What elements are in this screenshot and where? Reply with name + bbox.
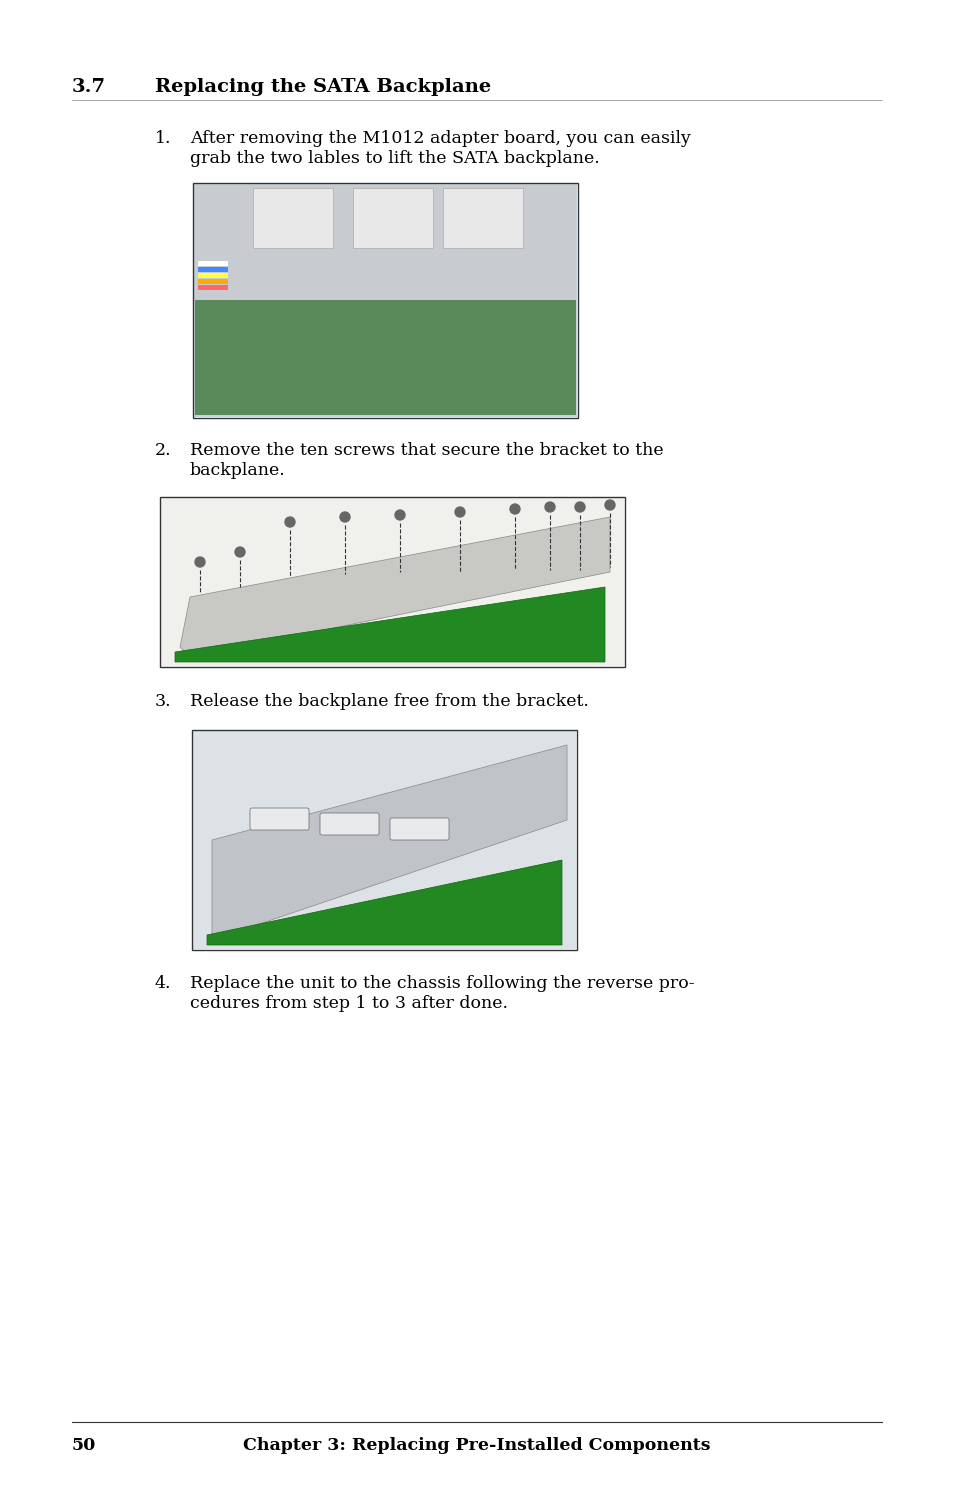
Circle shape [194, 557, 205, 568]
Polygon shape [180, 517, 609, 657]
Text: 2.: 2. [154, 442, 172, 459]
Circle shape [544, 502, 555, 512]
Bar [193, 182, 578, 418]
Circle shape [510, 503, 519, 514]
Circle shape [339, 512, 350, 521]
Text: grab the two lables to lift the SATA backplane.: grab the two lables to lift the SATA bac… [190, 149, 599, 167]
FancyBboxPatch shape [250, 808, 309, 831]
Bar [160, 498, 624, 666]
Bar [194, 185, 576, 300]
Bar [198, 273, 228, 278]
Text: cedures from step 1 to 3 after done.: cedures from step 1 to 3 after done. [190, 995, 507, 1011]
Bar [198, 261, 228, 266]
Text: Release the backplane free from the bracket.: Release the backplane free from the brac… [190, 693, 588, 710]
Bar [253, 188, 333, 248]
Bar [192, 731, 577, 950]
FancyBboxPatch shape [390, 819, 449, 840]
FancyBboxPatch shape [319, 813, 378, 835]
Polygon shape [212, 746, 566, 940]
Text: 3.: 3. [154, 693, 172, 710]
Polygon shape [207, 861, 561, 946]
Bar [160, 498, 624, 666]
Bar [192, 731, 577, 950]
Bar [161, 498, 623, 666]
Bar [194, 300, 576, 415]
Bar [198, 279, 228, 284]
Text: Replacing the SATA Backplane: Replacing the SATA Backplane [154, 78, 491, 96]
Circle shape [575, 502, 584, 512]
Circle shape [234, 547, 245, 557]
Circle shape [604, 500, 615, 509]
Circle shape [455, 506, 464, 517]
Polygon shape [174, 587, 604, 662]
Text: Chapter 3: Replacing Pre-Installed Components: Chapter 3: Replacing Pre-Installed Compo… [243, 1437, 710, 1454]
Bar [198, 267, 228, 272]
Text: 50: 50 [71, 1437, 96, 1454]
Text: backplane.: backplane. [190, 462, 286, 480]
Bar [353, 188, 433, 248]
Bar [198, 285, 228, 290]
Text: 1.: 1. [154, 130, 172, 146]
Circle shape [285, 517, 294, 527]
Text: Remove the ten screws that secure the bracket to the: Remove the ten screws that secure the br… [190, 442, 663, 459]
Bar [193, 182, 578, 418]
Text: 4.: 4. [154, 976, 172, 992]
Bar [442, 188, 522, 248]
Text: After removing the M1012 adapter board, you can easily: After removing the M1012 adapter board, … [190, 130, 690, 146]
Text: Replace the unit to the chassis following the reverse pro-: Replace the unit to the chassis followin… [190, 976, 694, 992]
Circle shape [395, 509, 405, 520]
Bar [193, 731, 576, 949]
Bar [193, 184, 577, 417]
Text: 3.7: 3.7 [71, 78, 106, 96]
